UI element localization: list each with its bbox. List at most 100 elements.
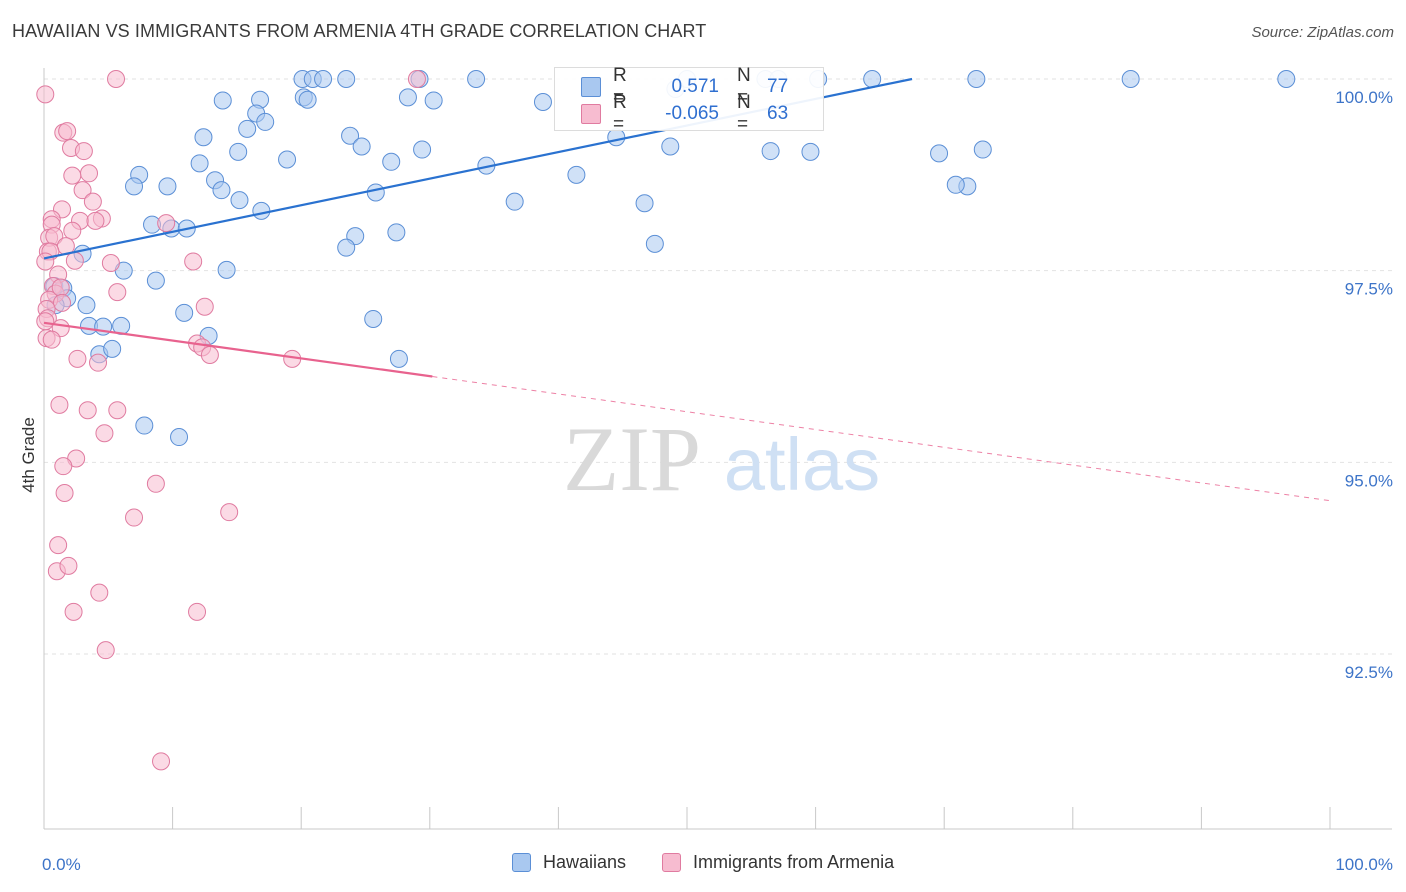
point-1-41 [36, 312, 55, 331]
point-0-15 [213, 91, 232, 110]
y-axis-label: 4th Grade [19, 417, 38, 493]
point-1-37 [184, 252, 203, 271]
watermark-atlas: atlas [724, 423, 880, 506]
point-1-9 [73, 181, 92, 200]
point-1-7 [80, 164, 99, 183]
point-0-33 [930, 144, 949, 163]
stats-swatch-pink [581, 104, 601, 124]
point-0-3 [337, 70, 356, 88]
point-0-78 [135, 416, 154, 435]
point-1-35 [42, 330, 61, 349]
point-1-39 [108, 283, 127, 302]
point-0-27 [352, 137, 371, 156]
point-0-19 [398, 88, 417, 107]
point-1-60 [59, 556, 78, 575]
legend-swatch-blue [512, 853, 531, 872]
point-0-58 [337, 238, 356, 257]
point-1-49 [78, 401, 97, 420]
point-1-24 [65, 251, 84, 270]
point-0-13 [1121, 70, 1140, 88]
legend-item-armenia[interactable]: Immigrants from Armenia [662, 852, 894, 873]
point-1-64 [96, 641, 115, 660]
y-tick-label-0: 100.0% [1335, 88, 1393, 107]
point-0-79 [170, 428, 189, 447]
point-0-57 [387, 223, 406, 242]
point-0-70 [364, 309, 383, 328]
point-1-36 [157, 214, 176, 233]
stats-swatch-blue [581, 77, 601, 97]
point-1-19 [63, 221, 82, 240]
point-0-35 [229, 142, 248, 161]
point-1-58 [49, 536, 68, 555]
point-0-14 [1277, 70, 1296, 88]
point-0-63 [146, 271, 165, 290]
point-0-21 [533, 93, 552, 111]
correlation-stats-box: R = 0.571 N = 77 R = -0.065 N = 63 [554, 65, 824, 135]
point-0-38 [382, 152, 401, 171]
x-tick-label-0: 0.0% [42, 855, 81, 874]
point-1-53 [54, 457, 73, 476]
point-1-43 [89, 353, 108, 372]
point-0-68 [77, 296, 96, 315]
point-0-37 [190, 154, 209, 173]
chart-title: HAWAIIAN VS IMMIGRANTS FROM ARMENIA 4TH … [12, 21, 707, 41]
legend-label: Immigrants from Armenia [693, 852, 895, 872]
point-1-56 [125, 508, 144, 527]
point-1-62 [64, 602, 83, 621]
point-0-20 [424, 91, 443, 110]
x-tick-label-1: 100.0% [1335, 855, 1393, 874]
point-1-48 [50, 395, 69, 414]
point-1-42 [68, 349, 87, 368]
point-0-34 [973, 140, 992, 159]
point-1-10 [83, 192, 102, 211]
point-0-23 [256, 112, 275, 131]
point-1-30 [53, 293, 72, 312]
point-1-57 [220, 503, 239, 522]
point-1-46 [200, 346, 219, 364]
watermark-zip: ZIP [563, 408, 701, 510]
point-1-63 [188, 602, 207, 621]
watermark: ZIP atlas [563, 408, 880, 510]
point-0-49 [635, 194, 654, 213]
source-note: Source: ZipAtlas.com [1251, 24, 1394, 41]
point-1-1 [407, 70, 426, 88]
point-1-38 [101, 254, 120, 272]
legend: Hawaiians Immigrants from Armenia [512, 852, 930, 873]
point-0-77 [389, 349, 408, 368]
point-1-51 [95, 424, 114, 443]
point-0-36 [278, 150, 297, 169]
point-1-0 [107, 70, 126, 88]
point-1-55 [146, 474, 165, 493]
point-0-24 [238, 119, 257, 138]
y-tick-label-3: 92.5% [1345, 663, 1393, 682]
point-0-18 [298, 90, 317, 109]
point-0-59 [645, 234, 664, 253]
trend-line-1 [43, 321, 433, 378]
r-value: 0.571 [671, 76, 719, 97]
n-label: N = [737, 65, 751, 108]
point-0-52 [252, 201, 271, 220]
point-1-65 [152, 752, 171, 771]
n-value: 77 [767, 76, 789, 97]
point-0-46 [230, 191, 249, 210]
point-0-26 [341, 126, 360, 145]
r-label: R = [613, 92, 627, 135]
legend-item-hawaiians[interactable]: Hawaiians [512, 852, 626, 873]
point-0-5 [467, 70, 486, 88]
point-0-51 [946, 175, 965, 194]
point-1-6 [74, 142, 93, 161]
n-value: 63 [767, 103, 789, 124]
point-0-69 [175, 303, 194, 322]
point-1-29 [51, 278, 70, 297]
point-0-47 [366, 183, 385, 202]
data-points [36, 70, 1296, 771]
series-1 [36, 70, 426, 771]
legend-label: Hawaiians [543, 852, 627, 872]
point-0-2 [314, 70, 333, 88]
tick-labels: 100.0% 97.5% 95.0% 92.5% 0.0% 100.0% [42, 88, 1393, 874]
point-0-62 [217, 260, 236, 279]
point-0-48 [505, 192, 524, 211]
point-1-54 [55, 484, 74, 502]
point-0-45 [212, 181, 231, 200]
point-0-25 [194, 128, 213, 147]
